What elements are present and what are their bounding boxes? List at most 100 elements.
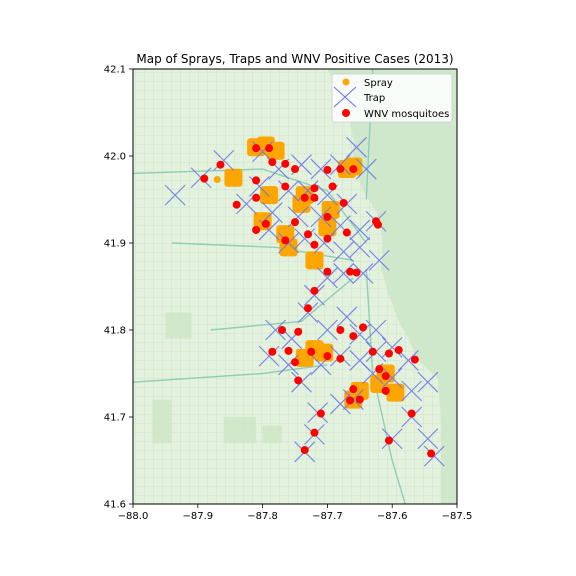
- wnv-point-3: [265, 144, 274, 153]
- wnv-point-6: [291, 165, 299, 174]
- legend-spray-marker: [342, 78, 350, 86]
- wnv-point-50: [294, 376, 303, 385]
- trap-marker-6: [310, 158, 332, 180]
- wnv-point-2: [252, 144, 261, 153]
- trap-marker-41: [278, 354, 299, 376]
- trap-marker-31: [317, 267, 338, 289]
- wnv-point-27: [310, 240, 319, 249]
- x-tick-label-0: −88.0: [118, 511, 149, 522]
- legend-wnv-marker: [342, 109, 350, 117]
- x-tick-label-2: −87.8: [247, 511, 278, 522]
- map-park-3: [165, 312, 192, 339]
- trap-marker-51: [381, 367, 403, 389]
- legend-entry-wnv: WNV mosquitoes: [342, 109, 449, 120]
- wnv-mosquitoes-series: [200, 144, 436, 458]
- map-highway-5: [133, 364, 328, 383]
- wnv-point-13: [328, 182, 337, 191]
- y-axis: 41.6 41.7 41.8 41.9 42.0 42.1: [104, 65, 133, 511]
- trap-marker-29: [352, 263, 374, 284]
- wnv-point-26: [303, 230, 312, 239]
- trap-marker-37: [365, 319, 387, 341]
- wnv-point-36: [294, 327, 303, 336]
- spray-area-12: [305, 251, 324, 270]
- wnv-point-33: [310, 286, 319, 295]
- trap-marker-0: [164, 184, 186, 206]
- wnv-point-24: [252, 225, 261, 234]
- y-tick-label-5: 42.1: [104, 65, 126, 76]
- wnv-point-0: [200, 174, 209, 183]
- wnv-point-56: [381, 386, 390, 395]
- trap-marker-9: [355, 158, 377, 180]
- trap-marker-7: [329, 154, 351, 176]
- trap-marker-35: [336, 306, 358, 328]
- wnv-point-39: [359, 323, 368, 332]
- wnv-point-43: [323, 352, 332, 361]
- street-map-background: [133, 69, 457, 504]
- wnv-point-61: [384, 436, 393, 445]
- wnv-point-53: [349, 385, 358, 394]
- spray-area-11: [318, 218, 337, 237]
- wnv-point-11: [281, 182, 290, 191]
- trap-series: [164, 136, 445, 467]
- wnv-point-20: [291, 218, 299, 227]
- wnv-point-37: [336, 326, 345, 334]
- trap-marker-54: [329, 393, 351, 415]
- trap-marker-25: [313, 232, 335, 254]
- legend-entry-spray: Spray: [342, 78, 393, 89]
- x-tick-label-1: −87.9: [182, 511, 213, 522]
- map-highway-4: [365, 269, 406, 504]
- trap-marker-34: [317, 319, 338, 341]
- wnv-point-59: [310, 428, 319, 437]
- wnv-point-4: [268, 158, 277, 167]
- wnv-point-54: [346, 396, 355, 405]
- legend-trap-marker: [333, 86, 357, 108]
- trap-marker-2: [213, 149, 235, 171]
- wnv-point-21: [323, 212, 332, 221]
- trap-marker-38: [265, 319, 286, 341]
- chart-title: Map of Sprays, Traps and WNV Positive Ca…: [136, 52, 453, 66]
- trap-marker-48: [398, 350, 419, 371]
- wnv-point-30: [323, 267, 332, 276]
- wnv-point-46: [384, 349, 393, 358]
- map-highway-1: [171, 242, 354, 262]
- trap-marker-30: [333, 263, 354, 284]
- wnv-point-10: [252, 176, 261, 185]
- x-tick-label-3: −87.7: [312, 511, 343, 522]
- wnv-point-7: [323, 165, 332, 174]
- wnv-point-32: [352, 268, 361, 277]
- trap-marker-11: [278, 180, 299, 202]
- trap-marker-20: [349, 219, 371, 241]
- trap-marker-60: [417, 428, 439, 450]
- trap-marker-26: [333, 241, 354, 263]
- trap-marker-61: [423, 445, 445, 467]
- map-park-1: [152, 399, 172, 444]
- wnv-point-49: [291, 358, 299, 367]
- y-tick-label-2: 41.8: [104, 326, 126, 337]
- map-highway-2: [210, 277, 354, 331]
- wnv-point-23: [373, 220, 382, 229]
- wnv-point-14: [232, 200, 241, 209]
- wnv-point-62: [427, 449, 436, 458]
- x-axis: −88.0 −87.9 −87.8 −87.7 −87.6 −87.5: [118, 504, 472, 522]
- wnv-point-12: [310, 184, 319, 193]
- trap-marker-49: [417, 371, 439, 393]
- spray-area-21: [386, 383, 405, 402]
- wnv-point-58: [407, 409, 416, 418]
- wnv-point-15: [252, 193, 261, 202]
- wnv-point-57: [316, 409, 325, 418]
- wnv-point-9: [349, 165, 358, 174]
- plot-frame: [132, 68, 458, 505]
- trap-marker-40: [258, 345, 280, 367]
- y-tick-label-0: 41.6: [104, 500, 126, 511]
- y-tick-label-4: 42.0: [104, 152, 126, 163]
- wnv-point-28: [323, 234, 332, 243]
- trap-marker-18: [310, 206, 332, 228]
- wnv-point-1: [216, 160, 225, 169]
- wnv-point-60: [300, 446, 309, 455]
- trap-marker-8: [346, 136, 367, 158]
- wnv-point-31: [346, 267, 355, 276]
- wnv-point-34: [303, 304, 312, 313]
- trap-marker-32: [304, 284, 325, 306]
- spray-area-3: [224, 168, 243, 187]
